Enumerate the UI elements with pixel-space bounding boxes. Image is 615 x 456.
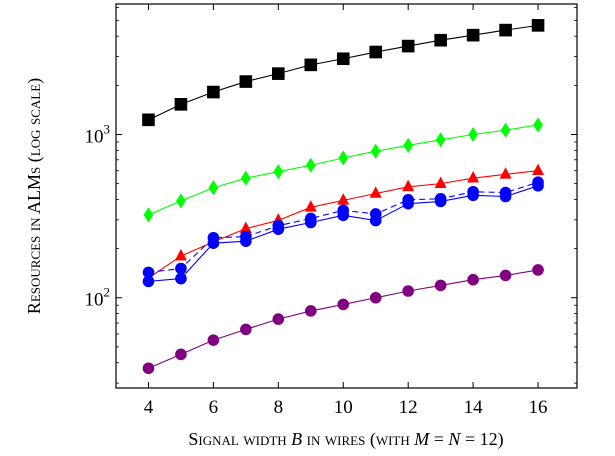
series-layer [142, 19, 545, 375]
series-0 [142, 19, 545, 127]
diamond-marker [176, 193, 186, 209]
circle-marker [142, 275, 155, 288]
triangle-marker [337, 193, 350, 205]
circle-marker [467, 273, 479, 286]
diamond-marker [305, 157, 316, 173]
x-tick-label: 16 [529, 397, 548, 418]
x-tick-label: 8 [274, 397, 284, 418]
diamond-marker [241, 170, 251, 186]
circle-marker [532, 179, 544, 192]
circle-marker [207, 334, 220, 346]
circle-marker [304, 305, 317, 317]
series-1 [143, 117, 543, 223]
square-marker [207, 85, 220, 99]
y-tick-label: 103 [85, 121, 111, 147]
series-line [148, 24, 539, 121]
circle-marker [240, 235, 252, 248]
x-tick-label: 12 [399, 397, 418, 418]
circle-marker [532, 264, 544, 276]
x-axis-label: Signal width B in wires (with M = N = 12… [188, 429, 503, 450]
diamond-marker [435, 132, 446, 148]
triangle-marker [499, 167, 512, 179]
y-tick-exponent: 3 [104, 121, 111, 136]
triangle-marker [434, 176, 447, 188]
square-marker [336, 52, 350, 66]
axis-label-part: in wires (with [302, 429, 414, 450]
square-marker [369, 45, 383, 59]
series-2 [142, 163, 545, 283]
y-tick-base: 10 [85, 126, 104, 147]
circle-marker [434, 195, 447, 208]
circle-marker [434, 279, 447, 292]
axis-label-part: = 12) [460, 429, 503, 450]
x-tick-label: 6 [209, 397, 219, 418]
square-marker [142, 113, 155, 127]
plot-frame [115, 3, 578, 389]
circle-marker [402, 285, 414, 297]
circle-marker [175, 272, 187, 285]
circle-marker [369, 214, 382, 227]
triangle-marker [304, 200, 317, 212]
triangle-marker [369, 186, 382, 198]
circle-marker [175, 348, 187, 361]
series-4 [142, 179, 544, 288]
axis-label-part: Signal width [188, 429, 291, 449]
circle-marker [207, 237, 220, 249]
y-tick-base: 10 [85, 290, 104, 311]
diamond-marker [338, 150, 349, 166]
square-marker [434, 33, 447, 47]
axis-label-part: = [429, 429, 448, 449]
circle-marker [467, 189, 479, 202]
axis-label-part: B [291, 429, 302, 449]
square-marker [531, 19, 545, 32]
x-tick-label: 4 [144, 397, 154, 418]
diamond-marker [273, 164, 284, 180]
axis-label-part: N [447, 429, 461, 449]
diamond-marker [403, 137, 414, 153]
x-tick-label: 14 [464, 397, 484, 418]
triangle-marker [467, 171, 480, 183]
circle-marker [337, 298, 350, 311]
triangle-marker [402, 179, 415, 192]
axis-label-part: Resources in ALMs (log scale) [24, 78, 45, 314]
circle-marker [402, 197, 414, 210]
circle-marker [499, 269, 512, 282]
diamond-marker [533, 117, 543, 133]
y-tick-exponent: 2 [104, 285, 111, 300]
axis-label-part: M [413, 429, 430, 449]
series-line [148, 170, 539, 279]
circle-marker [142, 362, 155, 375]
triangle-marker [532, 163, 545, 176]
y-tick-label: 102 [85, 285, 111, 311]
square-marker [304, 58, 318, 72]
diamond-marker [370, 143, 381, 159]
square-marker [401, 39, 415, 53]
series-line [148, 269, 539, 369]
y-axis-label: Resources in ALMs (log scale) [24, 78, 45, 314]
square-marker [466, 28, 480, 42]
triangle-marker [174, 248, 187, 261]
diamond-marker [468, 126, 478, 143]
circle-marker [240, 323, 252, 336]
diamond-marker [500, 122, 511, 138]
square-marker [239, 75, 253, 88]
square-marker [174, 98, 188, 111]
circle-marker [499, 190, 512, 203]
circle-marker [272, 223, 285, 235]
diamond-marker [143, 207, 154, 223]
circle-marker [304, 216, 317, 229]
x-tick-label: 10 [334, 397, 353, 418]
circle-marker [369, 291, 382, 304]
circle-marker [175, 262, 187, 275]
series-5 [142, 264, 544, 375]
circle-marker [337, 209, 350, 222]
diamond-marker [208, 180, 219, 196]
square-marker [272, 67, 285, 80]
square-marker [499, 23, 512, 37]
circle-marker [272, 313, 285, 325]
